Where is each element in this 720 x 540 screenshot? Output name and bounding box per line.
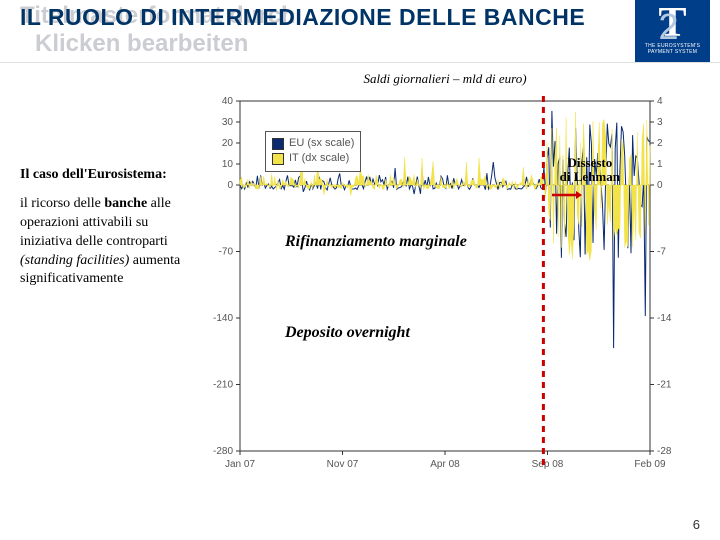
legend-swatch-it — [272, 153, 284, 165]
svg-text:10: 10 — [222, 159, 234, 170]
legend-label-eu: EU (sx scale) — [289, 136, 354, 151]
callout-deposito: Deposito overnight — [285, 324, 410, 342]
svg-text:-210: -210 — [213, 380, 233, 391]
arrow-icon — [552, 189, 582, 201]
svg-text:-280: -280 — [213, 446, 233, 457]
svg-text:3: 3 — [657, 117, 663, 128]
title-placeholder-2: Klicken bearbeiten — [35, 30, 248, 58]
callout-dissesto: Dissestodi Lehman — [560, 156, 620, 185]
svg-text:Sep 08: Sep 08 — [532, 459, 564, 470]
svg-text:-14: -14 — [657, 313, 672, 324]
svg-text:-21: -21 — [657, 380, 672, 391]
slide-number: 6 — [693, 517, 700, 532]
logo: T2 THE EUROSYSTEM'S PAYMENT SYSTEM — [635, 0, 710, 62]
svg-text:4: 4 — [657, 96, 663, 107]
svg-text:Feb 09: Feb 09 — [634, 459, 666, 470]
chart-title: Saldi giornalieri – mld di euro) — [200, 71, 690, 87]
svg-text:-140: -140 — [213, 313, 233, 324]
svg-text:20: 20 — [222, 138, 234, 149]
svg-text:-28: -28 — [657, 446, 672, 457]
sidebar-heading: Il caso dell'Eurosistema: — [20, 166, 200, 185]
svg-text:30: 30 — [222, 117, 234, 128]
svg-text:0: 0 — [657, 180, 663, 191]
svg-text:-70: -70 — [219, 247, 234, 258]
svg-text:0: 0 — [227, 180, 233, 191]
svg-text:1: 1 — [657, 159, 663, 170]
svg-text:Nov 07: Nov 07 — [327, 459, 359, 470]
sidebar-body: il ricorso delle banche alle operazioni … — [20, 195, 200, 289]
svg-text:40: 40 — [222, 96, 234, 107]
legend-label-it: IT (dx scale) — [289, 151, 349, 166]
callout-rifinanziamento: Rifinanziamento marginale — [285, 233, 467, 251]
page-title: IL RUOLO DI INTERMEDIAZIONE DELLE BANCHE — [20, 4, 585, 31]
legend-swatch-eu — [272, 138, 284, 150]
chart: Saldi giornalieri – mld di euro) 4030201… — [200, 71, 690, 491]
svg-text:-7: -7 — [657, 247, 666, 258]
legend: EU (sx scale) IT (dx scale) — [265, 131, 361, 172]
svg-text:2: 2 — [657, 138, 663, 149]
svg-text:Jan 07: Jan 07 — [225, 459, 255, 470]
svg-text:Apr 08: Apr 08 — [430, 459, 460, 470]
